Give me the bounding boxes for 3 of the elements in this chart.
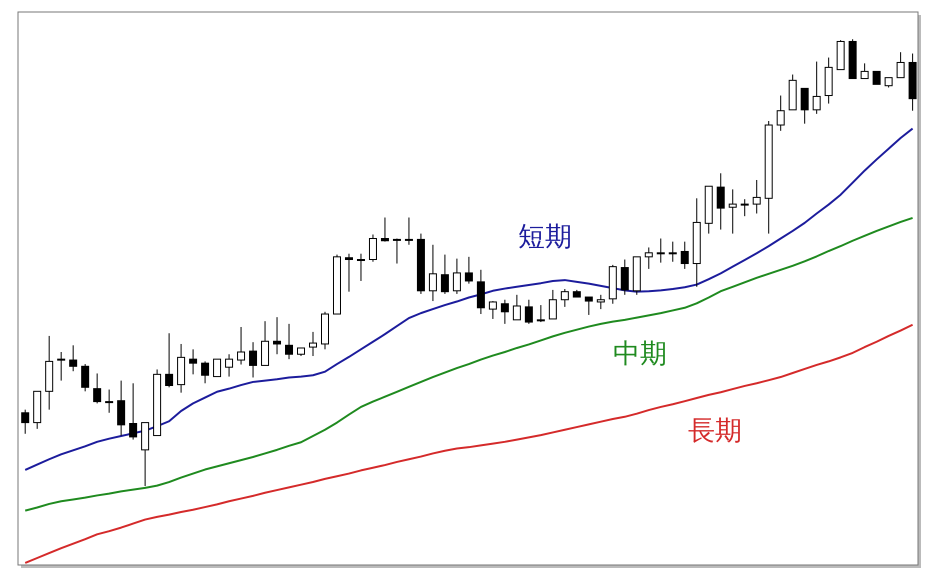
series-label: 長期 [688,415,742,446]
series-label: 短期 [518,221,572,252]
series-label: 中期 [613,338,667,370]
